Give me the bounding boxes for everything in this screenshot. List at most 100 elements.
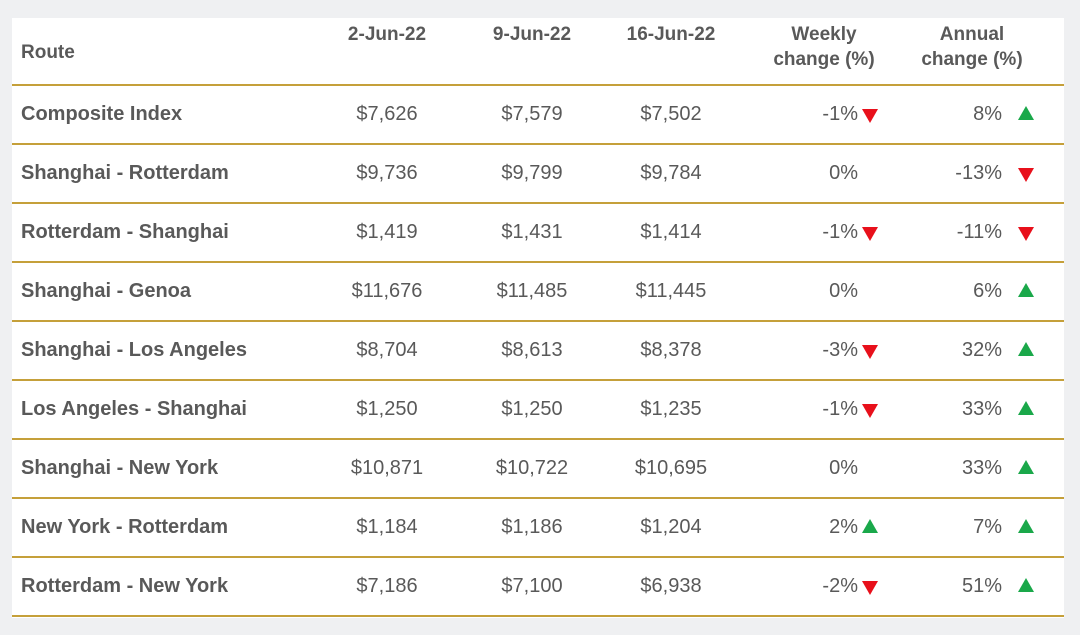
- annual-change: 6%: [892, 263, 1064, 320]
- annual-change-value: 6%: [973, 280, 1002, 302]
- table-row: New York - Rotterdam $1,184 $1,186 $1,204 2%…: [12, 499, 1064, 558]
- table-row: Los Angeles - Shanghai $1,250 $1,250 $1,235…: [12, 381, 1064, 440]
- up-triangle-icon: [1018, 400, 1034, 415]
- weekly-change-value: -2%: [822, 575, 858, 597]
- annual-change-value: 51%: [961, 575, 1002, 597]
- rate-9-jun-22: $7,579: [501, 103, 563, 125]
- up-triangle-icon: [1018, 518, 1034, 533]
- down-triangle-icon: [1018, 226, 1034, 241]
- weekly-change-value: -1%: [822, 103, 858, 125]
- header-date-1: 2-Jun-22: [347, 24, 427, 45]
- down-triangle-icon: [862, 403, 878, 418]
- rate-16-jun-22: $6,938: [640, 575, 702, 597]
- table-row: Composite Index $7,626 $7,579 $7,502 -1% 8%: [12, 86, 1064, 145]
- header-date-2: 9-Jun-22: [492, 24, 572, 45]
- rate-2-jun-22: $7,626: [356, 103, 418, 125]
- weekly-change: 0%: [734, 263, 904, 320]
- annual-change-value: 33%: [961, 398, 1002, 420]
- weekly-change: 2%: [734, 499, 904, 556]
- table-row: Shanghai - Rotterdam $9,736 $9,799 $9,784 0%…: [12, 145, 1064, 204]
- rate-16-jun-22: $10,695: [634, 457, 708, 479]
- rate-2-jun-22: $1,419: [356, 221, 418, 243]
- weekly-change-value: -3%: [822, 339, 858, 361]
- route-name: Rotterdam - New York: [21, 575, 229, 597]
- table-row: Shanghai - Genoa $11,676 $11,485 $11,445 0% 6…: [12, 263, 1064, 322]
- weekly-change: -3%: [734, 322, 904, 379]
- down-triangle-icon: [862, 226, 878, 241]
- annual-change-value: 33%: [961, 457, 1002, 479]
- route-name: Los Angeles - Shanghai: [21, 398, 247, 420]
- weekly-change-value: -1%: [822, 398, 858, 420]
- weekly-change: -1%: [734, 204, 904, 261]
- header-date-3: 16-Jun-22: [626, 24, 716, 45]
- rate-9-jun-22: $9,799: [501, 162, 563, 184]
- down-triangle-icon: [862, 580, 878, 595]
- down-triangle-icon: [1018, 167, 1034, 182]
- rate-9-jun-22: $1,250: [501, 398, 563, 420]
- table-header-row: Route 2-Jun-22 9-Jun-22 16-Jun-22 Weekly…: [12, 18, 1064, 86]
- weekly-change-value: 2%: [829, 516, 858, 538]
- rate-9-jun-22: $1,431: [501, 221, 563, 243]
- route-name: Rotterdam - Shanghai: [21, 221, 229, 243]
- header-annual-line2: change (%): [921, 49, 1023, 70]
- route-name: Shanghai - Rotterdam: [21, 162, 229, 184]
- rate-2-jun-22: $11,676: [351, 280, 423, 302]
- annual-change: 33%: [892, 381, 1064, 438]
- annual-change: 51%: [892, 558, 1064, 615]
- up-triangle-icon: [862, 518, 878, 533]
- weekly-change: -2%: [734, 558, 904, 615]
- rate-9-jun-22: $11,485: [496, 280, 568, 302]
- up-triangle-icon: [1018, 459, 1034, 474]
- up-triangle-icon: [1018, 341, 1034, 356]
- weekly-change-value: 0%: [829, 457, 858, 479]
- annual-change-value: -13%: [955, 162, 1002, 184]
- rate-9-jun-22: $1,186: [501, 516, 563, 538]
- annual-change: 8%: [892, 86, 1064, 143]
- weekly-change: -1%: [734, 381, 904, 438]
- header-weekly-line1: Weekly: [791, 24, 857, 45]
- freight-rate-table: Route 2-Jun-22 9-Jun-22 16-Jun-22 Weekly…: [12, 18, 1064, 618]
- rate-16-jun-22: $1,235: [640, 398, 702, 420]
- annual-change-value: 7%: [973, 516, 1002, 538]
- rate-2-jun-22: $8,704: [356, 339, 418, 361]
- annual-change: 7%: [892, 499, 1064, 556]
- rate-16-jun-22: $1,204: [640, 516, 702, 538]
- header-annual-change: Annual change (%): [880, 18, 1064, 84]
- up-triangle-icon: [1018, 577, 1034, 592]
- weekly-change-value: 0%: [829, 162, 858, 184]
- rate-16-jun-22: $8,378: [640, 339, 702, 361]
- header-weekly-change: Weekly change (%): [734, 18, 914, 84]
- rate-2-jun-22: $7,186: [356, 575, 418, 597]
- weekly-change-value: -1%: [822, 221, 858, 243]
- annual-change-value: 8%: [973, 103, 1002, 125]
- table-row: Rotterdam - Shanghai $1,419 $1,431 $1,414 -1…: [12, 204, 1064, 263]
- weekly-change-value: 0%: [829, 280, 858, 302]
- rate-9-jun-22: $8,613: [501, 339, 563, 361]
- table-row: Rotterdam - New York $7,186 $7,100 $6,938 -2…: [12, 558, 1064, 617]
- rate-2-jun-22: $10,871: [350, 457, 424, 479]
- annual-change: 32%: [892, 322, 1064, 379]
- route-name: Composite Index: [21, 103, 183, 125]
- down-triangle-icon: [862, 108, 878, 123]
- header-route: Route: [21, 42, 75, 63]
- up-triangle-icon: [1018, 105, 1034, 120]
- route-name: Shanghai - Genoa: [21, 280, 192, 302]
- route-name: Shanghai - New York: [21, 457, 219, 479]
- annual-change: -11%: [892, 204, 1064, 261]
- header-annual-line1: Annual: [939, 24, 1005, 45]
- annual-change: -13%: [892, 145, 1064, 202]
- rate-2-jun-22: $1,184: [356, 516, 418, 538]
- rate-9-jun-22: $10,722: [495, 457, 569, 479]
- weekly-change: 0%: [734, 145, 904, 202]
- rate-16-jun-22: $7,502: [640, 103, 702, 125]
- annual-change-value: 32%: [961, 339, 1002, 361]
- up-triangle-icon: [1018, 282, 1034, 297]
- rate-9-jun-22: $7,100: [501, 575, 563, 597]
- rate-16-jun-22: $9,784: [640, 162, 702, 184]
- rate-16-jun-22: $11,445: [635, 280, 707, 302]
- route-name: Shanghai - Los Angeles: [21, 339, 247, 361]
- header-weekly-line2: change (%): [773, 49, 875, 70]
- rate-2-jun-22: $1,250: [356, 398, 418, 420]
- down-triangle-icon: [862, 344, 878, 359]
- table-row: Shanghai - Los Angeles $8,704 $8,613 $8,378…: [12, 322, 1064, 381]
